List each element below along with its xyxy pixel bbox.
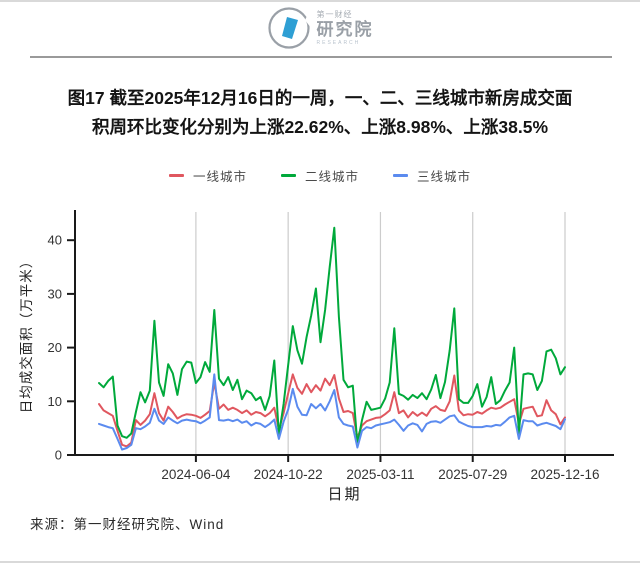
y-tick-label: 40 [48, 233, 62, 248]
legend-label-tier3: 三线城市 [417, 170, 472, 184]
x-tick-label: 2025-03-11 [346, 467, 414, 482]
figure-title: 图17 截至2025年12月16日的一周，一、二、三线城市新房成交面 积周环比变… [20, 84, 620, 142]
logo-brand-small: 第一财经 [316, 9, 353, 19]
x-tick-label: 2025-12-16 [530, 467, 599, 482]
figure-title-line1: 图17 截至2025年12月16日的一周，一、二、三线城市新房成交面 [67, 88, 573, 108]
x-tick-label: 2024-10-22 [254, 467, 323, 482]
figure-title-line2: 积周环比变化分别为上涨22.62%、上涨8.98%、上涨38.5% [91, 116, 549, 137]
header-divider [30, 56, 612, 58]
y-tick-label: 20 [48, 340, 62, 355]
tier1-line-swatch [168, 174, 184, 177]
chart-legend: 一线城市 二线城市 三线城市 [0, 166, 640, 185]
legend-item-tier2: 二线城市 [280, 166, 359, 185]
legend-item-tier3: 三线城市 [393, 166, 471, 185]
series-line-一线城市 [98, 373, 566, 448]
y-tick-label: 0 [55, 448, 62, 463]
y-axis-title: 日均成交面积（万平米） [18, 254, 34, 414]
legend-label-tier2: 二线城市 [304, 170, 359, 184]
source-note: 来源：第一财经研究院、Wind [30, 517, 225, 532]
tier2-line-swatch [280, 174, 296, 177]
line-chart: 0 10 20 30 40 2024-06-04 2024-10-22 2025-03-11 2… [18, 210, 614, 503]
x-tick-label: 2025-07-29 [438, 467, 507, 482]
logo-brand-caption: RESEARCH [316, 39, 361, 46]
tier3-line-swatch [393, 174, 408, 177]
legend-label-tier1: 一线城市 [192, 170, 247, 184]
series-line-二线城市 [98, 226, 566, 446]
logo: 第一财经 研究院 RESEARCH [0, 6, 640, 50]
logo-brand-big: 研究院 [316, 19, 374, 39]
y-tick-label: 30 [48, 286, 62, 301]
series-line-三线城市 [98, 373, 566, 451]
legend-item-tier1: 一线城市 [168, 166, 247, 185]
x-tick-label: 2024-06-04 [161, 467, 231, 482]
x-axis-title: 日期 [327, 486, 361, 503]
yicai-logo-icon [267, 7, 311, 49]
y-tick-label: 10 [48, 394, 62, 409]
